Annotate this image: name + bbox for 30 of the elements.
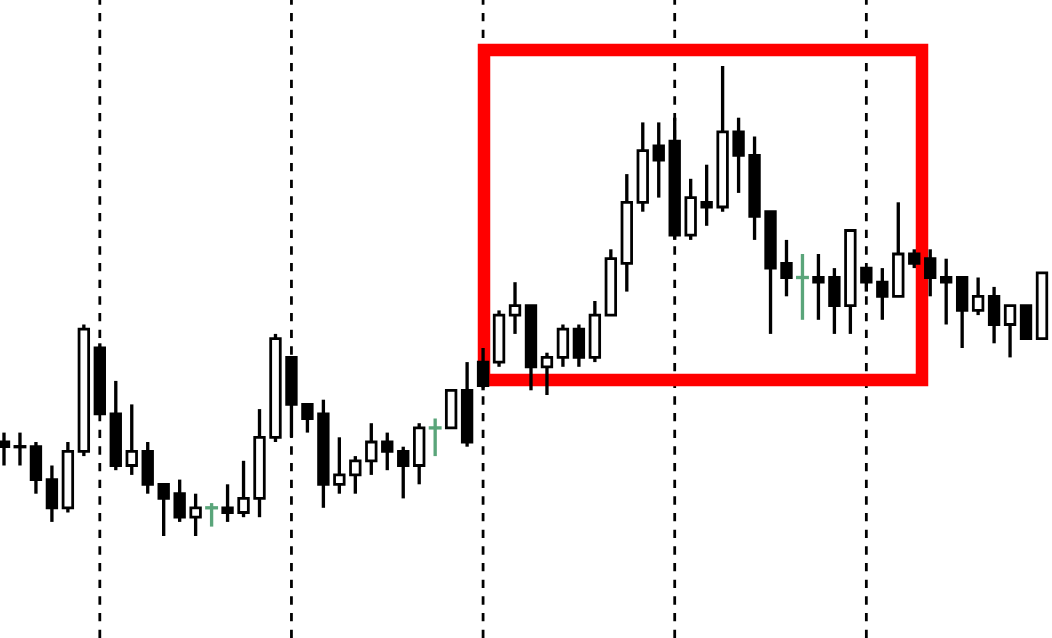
- candlestick: [45, 463, 59, 524]
- candlestick: [987, 285, 1001, 345]
- candlestick: [1019, 304, 1033, 340]
- candlestick: [428, 416, 442, 458]
- candlestick: [796, 252, 809, 322]
- candlestick: [205, 501, 219, 529]
- candlestick: [29, 440, 43, 496]
- candlestick: [652, 120, 665, 200]
- candlestick: [540, 351, 554, 397]
- candlestick: [141, 440, 154, 496]
- candlestick: [508, 280, 522, 336]
- candlestick: [556, 322, 570, 369]
- candlestick: [125, 402, 138, 477]
- candlestick: [908, 247, 921, 270]
- candlestick: [924, 247, 937, 298]
- candlestick: [1003, 304, 1017, 360]
- candlestick: [940, 257, 953, 327]
- candlestick: [492, 308, 506, 369]
- candlestick: [476, 346, 490, 392]
- candlestick: [0, 430, 11, 468]
- candlestick: [413, 421, 426, 486]
- candlestick: [892, 200, 905, 298]
- candlestick: [397, 445, 410, 501]
- candlestick: [955, 275, 969, 350]
- candlestick: [588, 299, 602, 364]
- candlestick: [381, 430, 394, 472]
- candlestick: [444, 388, 458, 430]
- candlestick: [572, 322, 586, 369]
- candlestick: [971, 275, 985, 317]
- candlestick: [13, 430, 27, 468]
